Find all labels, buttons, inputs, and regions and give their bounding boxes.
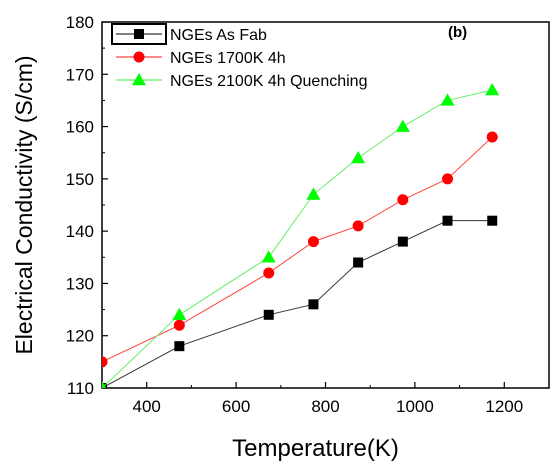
x-tick-label: 400 bbox=[133, 397, 161, 416]
data-point-triangle bbox=[172, 307, 187, 321]
data-point-circle bbox=[397, 194, 409, 206]
series-layer bbox=[102, 82, 500, 388]
series-line bbox=[102, 136, 493, 363]
y-tick-label: 110 bbox=[67, 379, 94, 398]
x-tick-label: 600 bbox=[222, 397, 250, 416]
data-point-circle bbox=[173, 319, 185, 331]
y-tick-label: 160 bbox=[66, 118, 94, 137]
legend-label: NGEs As Fab bbox=[170, 27, 267, 44]
legend-label: NGEs 2100K 4h Quenching bbox=[170, 73, 367, 90]
data-point-triangle bbox=[395, 119, 410, 132]
data-point-triangle bbox=[132, 73, 146, 86]
x-axis-label: Temperature(K) bbox=[232, 435, 399, 462]
data-point-circle bbox=[102, 356, 108, 368]
y-tick-label: 140 bbox=[66, 222, 94, 241]
data-point-triangle bbox=[102, 381, 106, 388]
series-line bbox=[102, 89, 493, 388]
y-tick-label: 120 bbox=[66, 327, 94, 346]
data-point-square bbox=[263, 309, 274, 320]
data-point-circle bbox=[263, 267, 275, 279]
legend-item-box bbox=[111, 23, 167, 45]
data-point-square bbox=[174, 341, 185, 352]
series-line bbox=[102, 220, 493, 388]
x-tick-label: 1000 bbox=[396, 397, 434, 416]
data-point-square bbox=[442, 215, 453, 226]
x-tick-label: 800 bbox=[311, 397, 339, 416]
series-clipped bbox=[102, 82, 500, 388]
y-tick-label: 180 bbox=[66, 13, 94, 32]
y-tick-label: 170 bbox=[66, 65, 94, 84]
data-point-triangle bbox=[261, 250, 276, 263]
panel-label: (b) bbox=[448, 24, 467, 41]
data-point-circle bbox=[442, 173, 454, 185]
axis-ticks: 110 120 130 140 150 160 170 180 400 600 800 1000 120… bbox=[66, 13, 550, 416]
x-tick-label: 1200 bbox=[485, 397, 523, 416]
y-tick-label: 130 bbox=[66, 274, 94, 293]
data-point-circle bbox=[352, 220, 364, 232]
legend-label: NGEs 1700K 4h bbox=[170, 50, 286, 67]
data-point-circle bbox=[307, 236, 319, 248]
y-tick-label: 150 bbox=[66, 170, 94, 189]
data-point-triangle bbox=[440, 93, 455, 106]
series-triangle bbox=[102, 82, 500, 388]
data-point-triangle bbox=[351, 150, 366, 164]
legend: NGEs As Fab NGEs 1700K 4h NGEs 2100K 4h Qu… bbox=[111, 23, 367, 90]
data-point-square bbox=[308, 299, 319, 310]
data-point-square bbox=[397, 236, 408, 247]
data-point-square bbox=[487, 215, 498, 226]
data-point-triangle bbox=[485, 82, 500, 96]
data-point-circle bbox=[133, 51, 145, 63]
series-circle bbox=[102, 131, 498, 368]
data-point-square bbox=[134, 29, 144, 39]
series-square bbox=[102, 215, 498, 388]
data-point-square bbox=[353, 257, 364, 268]
data-point-triangle bbox=[306, 187, 321, 200]
y-axis-label: Electrical Conductivity (S/cm) bbox=[11, 55, 37, 354]
data-point-circle bbox=[486, 131, 498, 143]
